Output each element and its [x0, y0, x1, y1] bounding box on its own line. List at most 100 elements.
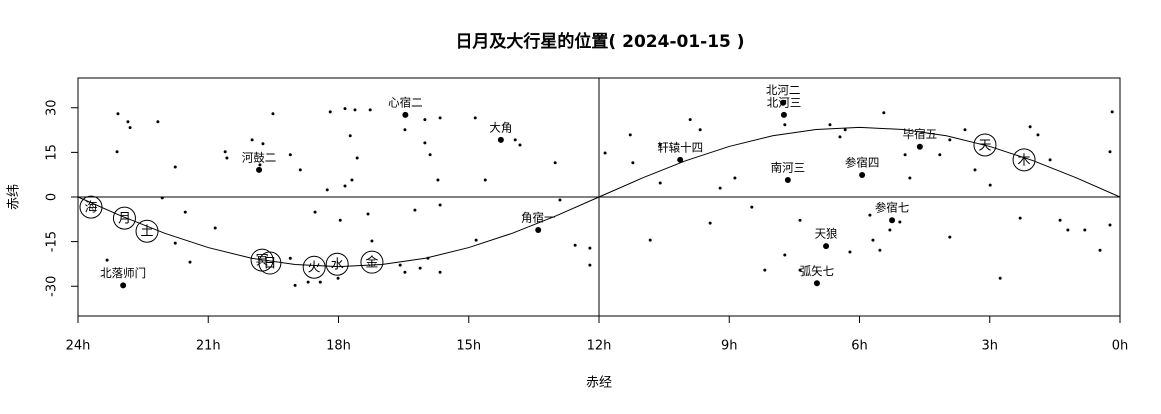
planet: [135, 219, 159, 243]
x-axis-label: 赤经: [586, 376, 612, 391]
star: [882, 111, 886, 115]
x-tick-label: 3h: [981, 339, 998, 354]
planet-label: 土: [141, 225, 154, 240]
x-tick-label: 21h: [196, 339, 221, 354]
star: [116, 112, 120, 116]
star: [338, 218, 342, 222]
star: [426, 256, 430, 260]
star: [188, 260, 192, 264]
star: [708, 221, 712, 225]
star: [848, 250, 852, 254]
star: [948, 138, 952, 142]
star: [418, 266, 422, 270]
y-axis-label: 赤纬: [7, 184, 22, 210]
star: [908, 176, 912, 180]
x-tick-label: 9h: [721, 339, 738, 354]
planet: [79, 195, 103, 219]
star: [1028, 125, 1032, 129]
star: [828, 123, 832, 127]
star: [438, 270, 442, 274]
star: [688, 118, 692, 122]
star: [173, 241, 177, 245]
star-label: 河鼓二: [242, 150, 277, 164]
star: [631, 161, 635, 165]
bright-star: [859, 171, 866, 178]
star-label: 北落师门: [100, 266, 146, 280]
star: [428, 153, 432, 157]
star: [1108, 223, 1112, 227]
star: [438, 203, 442, 207]
star: [938, 153, 942, 157]
bright-star: [256, 166, 263, 173]
star-label: 毕宿五: [903, 127, 938, 141]
bright-star: [780, 111, 787, 118]
star: [261, 142, 265, 146]
star: [348, 134, 352, 138]
star: [998, 276, 1002, 280]
star: [558, 198, 562, 202]
x-tick-label: 0h: [1112, 339, 1129, 354]
star: [1058, 218, 1062, 222]
star: [368, 108, 372, 112]
star: [105, 258, 109, 262]
star: [988, 183, 992, 187]
star: [1110, 110, 1114, 114]
star: [513, 138, 517, 142]
star: [718, 186, 722, 190]
star: [306, 280, 310, 284]
star: [1018, 216, 1022, 220]
star-label: 轩辕十四: [657, 140, 703, 154]
x-tick-label: 24h: [66, 339, 91, 354]
star: [223, 150, 227, 154]
star: [948, 235, 952, 239]
planet-label: 天: [978, 138, 991, 153]
star: [798, 268, 802, 272]
star: [115, 150, 119, 154]
star: [423, 141, 427, 145]
star: [258, 163, 262, 167]
star: [843, 128, 847, 132]
star: [126, 120, 130, 124]
bright-star: [780, 99, 787, 106]
bright-star: [823, 243, 830, 250]
star-label: 天狼: [815, 227, 838, 241]
star: [588, 246, 592, 250]
star: [698, 128, 702, 132]
star: [838, 135, 842, 139]
star-label: 南河三: [771, 161, 806, 175]
star-label: 心宿二: [388, 95, 423, 109]
star: [343, 184, 347, 188]
star: [183, 210, 187, 214]
bright-star: [813, 280, 820, 287]
star: [868, 213, 872, 217]
star: [648, 238, 652, 242]
star: [271, 112, 275, 116]
star: [898, 220, 902, 224]
star: [288, 256, 292, 260]
star: [733, 176, 737, 180]
star-label: 弧矢七: [800, 264, 835, 278]
planet-label: 火: [308, 261, 321, 276]
planet: [973, 133, 997, 157]
star: [436, 178, 440, 182]
star: [336, 276, 340, 280]
star: [1083, 228, 1087, 232]
star: [474, 238, 478, 242]
x-tick-label: 12h: [587, 339, 612, 354]
star: [438, 116, 442, 120]
star: [763, 268, 767, 272]
star: [403, 270, 407, 274]
star: [973, 168, 977, 172]
star: [1036, 133, 1040, 137]
star-label: 角宿一: [521, 211, 556, 225]
star: [366, 212, 370, 216]
star: [871, 238, 875, 242]
star: [398, 263, 402, 267]
star: [353, 108, 357, 112]
star: [318, 280, 322, 284]
x-tick-label: 18h: [326, 339, 351, 354]
star: [750, 205, 754, 209]
y-tick-label: 30: [45, 99, 60, 116]
star: [325, 188, 329, 192]
